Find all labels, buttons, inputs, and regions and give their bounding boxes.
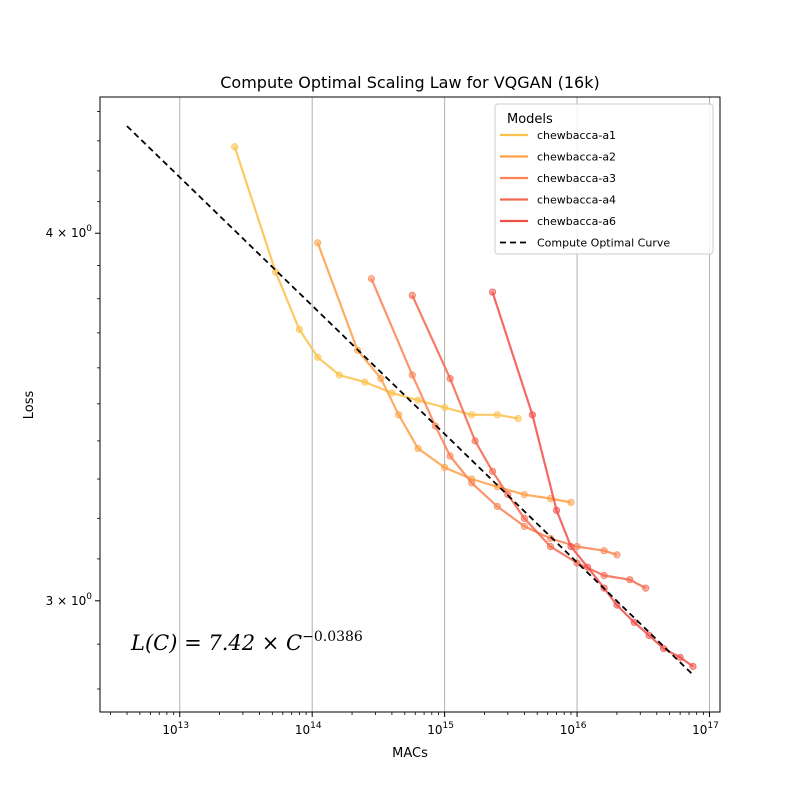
data-point-chewbacca-a6 <box>676 653 684 662</box>
data-point-chewbacca-a3 <box>446 452 454 460</box>
data-point-chewbacca-a1 <box>493 411 501 419</box>
data-point-chewbacca-a3 <box>367 275 376 283</box>
y-axis-ticks: 4 × 100 3 × 100 <box>46 111 100 690</box>
y-tick-label: 3 × 100 <box>46 592 93 608</box>
data-point-chewbacca-a2 <box>441 463 449 472</box>
data-point-chewbacca-a1 <box>231 143 239 151</box>
data-point-chewbacca-a6 <box>689 662 697 670</box>
data-point-chewbacca-a1 <box>414 396 422 404</box>
data-point-chewbacca-a4 <box>600 571 608 580</box>
chart-title: Compute Optimal Scaling Law for VQGAN (1… <box>220 73 600 92</box>
legend-label: chewbacca-a4 <box>537 194 616 207</box>
data-point-chewbacca-a1 <box>441 403 449 412</box>
x-tick-label: 1016 <box>560 721 587 737</box>
data-point-chewbacca-a3 <box>493 502 501 511</box>
legend-label: chewbacca-a6 <box>537 215 616 228</box>
legend-label: chewbacca-a3 <box>537 172 616 185</box>
data-point-chewbacca-a3 <box>600 547 608 555</box>
legend-title: Models <box>507 112 553 127</box>
y-axis-label: Loss <box>22 391 37 420</box>
data-point-chewbacca-a1 <box>295 325 303 333</box>
data-point-chewbacca-a4 <box>520 514 528 522</box>
data-point-chewbacca-a6 <box>630 618 638 626</box>
scaling-law-formula: L(C) = 7.42 × C−0.0386 <box>130 629 363 655</box>
data-point-chewbacca-a6 <box>528 411 537 419</box>
data-point-chewbacca-a1 <box>314 353 322 361</box>
legend-box <box>494 103 714 255</box>
legend-entries: chewbacca-a1 chewbacca-a2 chewbacca-a3 chew… <box>500 129 670 250</box>
legend: Models chewbacca-a1chewbacca-a2chewbacca… <box>494 103 714 255</box>
data-point-chewbacca-a2 <box>395 411 403 419</box>
x-tick-label: 1017 <box>692 721 719 737</box>
x-tick-label: 1014 <box>295 721 322 737</box>
data-point-chewbacca-a2 <box>567 498 575 507</box>
series-line-chewbacca-a1 <box>233 146 519 420</box>
data-point-chewbacca-a2 <box>414 444 422 453</box>
data-point-chewbacca-a4 <box>408 291 416 300</box>
series-line-compute-optimal-curve <box>126 125 694 676</box>
x-tick-label: 1015 <box>427 721 454 737</box>
data-point-chewbacca-a2 <box>520 491 528 499</box>
data-point-chewbacca-a3 <box>408 371 416 379</box>
data-point-chewbacca-a2 <box>493 483 501 491</box>
plot-frame <box>99 96 721 713</box>
data-point-chewbacca-a3 <box>613 551 621 559</box>
data-point-chewbacca-a4 <box>546 543 555 551</box>
data-point-chewbacca-a4 <box>471 437 479 445</box>
data-point-chewbacca-a3 <box>573 543 581 551</box>
x-axis-label: MACs <box>392 746 428 761</box>
plot-series <box>126 125 697 676</box>
data-point-chewbacca-a1 <box>335 371 343 379</box>
x-axis-ticks: 1013 1014 1015 1016 1017 <box>110 712 719 737</box>
data-point-chewbacca-a1 <box>514 414 522 423</box>
data-point-chewbacca-a6 <box>583 563 592 571</box>
data-point-chewbacca-a1 <box>361 378 369 386</box>
x-tick-label: 1013 <box>162 721 189 737</box>
y-tick-label: 4 × 100 <box>46 224 93 240</box>
data-point-chewbacca-a4 <box>626 576 634 584</box>
data-point-chewbacca-a3 <box>468 479 476 487</box>
data-point-chewbacca-a4 <box>446 374 454 383</box>
data-point-chewbacca-a4 <box>488 467 497 475</box>
data-point-chewbacca-a6 <box>567 543 575 551</box>
legend-label: Compute Optimal Curve <box>537 237 670 250</box>
data-point-chewbacca-a3 <box>520 522 528 530</box>
data-point-chewbacca-a1 <box>468 411 476 419</box>
legend-label: chewbacca-a2 <box>537 151 616 164</box>
formula-exponent: −0.0386 <box>302 629 363 645</box>
data-point-chewbacca-a4 <box>642 584 650 592</box>
formula-main: L(C) = 7.42 × C <box>130 631 302 655</box>
data-point-chewbacca-a6 <box>488 288 497 296</box>
data-point-chewbacca-a6 <box>552 506 561 514</box>
data-point-chewbacca-a2 <box>377 374 385 383</box>
data-point-chewbacca-a3 <box>546 534 555 543</box>
legend-label: chewbacca-a1 <box>537 129 616 142</box>
data-point-chewbacca-a2 <box>314 239 322 247</box>
